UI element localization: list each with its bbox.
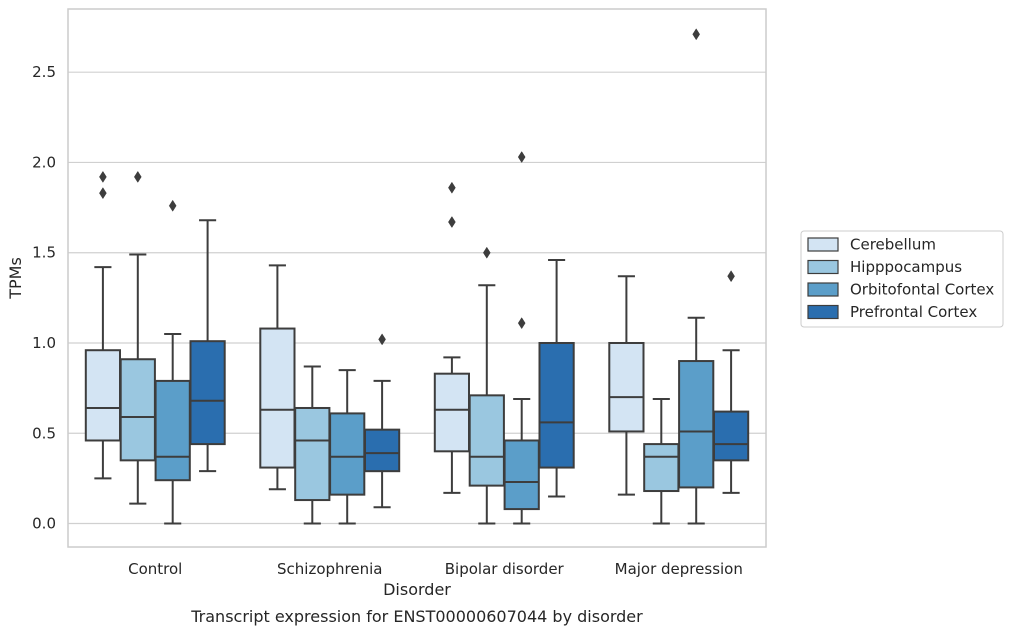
y-tick-label: 1.0 xyxy=(32,334,56,352)
outlier-point xyxy=(168,199,177,212)
box-iqr xyxy=(329,412,366,496)
box-iqr xyxy=(119,358,156,462)
box-iqr xyxy=(84,349,122,442)
legend-label: Cerebellum xyxy=(850,236,936,254)
box-group xyxy=(189,219,226,473)
y-axis-label: TPMs xyxy=(6,257,25,300)
legend-label: Orbitofontal Cortex xyxy=(850,281,994,299)
x-axis-ticks: Control Schizophrenia Bipolar disorder Majo… xyxy=(128,560,743,578)
legend-frame xyxy=(800,230,1004,328)
y-tick-label: 2.0 xyxy=(32,153,56,171)
box-group xyxy=(259,264,296,491)
box-group xyxy=(538,258,575,498)
box-iqr xyxy=(294,406,331,502)
y-tick-label: 2.5 xyxy=(32,63,56,81)
box-iqr xyxy=(643,443,680,493)
x-tick-label: Control xyxy=(128,560,182,578)
x-tick-label: Schizophrenia xyxy=(277,560,382,578)
legend-label: Prefrontal Cortex xyxy=(850,303,977,321)
box-iqr xyxy=(433,372,471,453)
outlier-point xyxy=(692,28,700,41)
y-axis-ticks: 0.0 0.5 1.0 1.5 2.0 2.5 xyxy=(32,63,56,532)
outlier-point xyxy=(483,246,491,259)
box-iqr xyxy=(189,340,226,446)
outlier-point xyxy=(378,333,386,346)
box-group xyxy=(119,170,156,505)
legend-label: Hipppocampus xyxy=(850,258,962,276)
legend-swatch xyxy=(807,282,839,297)
box-iqr xyxy=(468,394,505,487)
legend: Cerebellum Hipppocampus Orbitofontal Corte… xyxy=(800,230,1004,328)
outlier-point xyxy=(99,187,107,200)
legend-swatch xyxy=(807,304,839,320)
outlier-point xyxy=(448,216,456,228)
y-tick-label: 0.5 xyxy=(32,424,56,442)
legend-items: Cerebellum Hipppocampus Orbitofontal Corte… xyxy=(807,236,994,321)
box-group xyxy=(433,181,471,494)
x-axis-label: Disorder xyxy=(383,580,451,599)
boxes-layer xyxy=(84,28,750,525)
box-iqr xyxy=(503,439,540,511)
box-group xyxy=(643,397,680,525)
box-iqr xyxy=(538,341,575,469)
box-iqr xyxy=(678,360,715,489)
box-group xyxy=(678,28,715,525)
box-group xyxy=(503,151,540,525)
box-group xyxy=(84,170,122,480)
plot-area-frame xyxy=(67,8,767,548)
legend-swatch xyxy=(807,259,839,275)
legend-swatch xyxy=(807,237,839,252)
x-tick-label: Bipolar disorder xyxy=(445,560,565,578)
box-group xyxy=(154,199,191,525)
y-tick-label: 0.0 xyxy=(32,515,56,533)
outlier-point xyxy=(517,151,526,164)
box-iqr xyxy=(712,410,750,462)
box-group xyxy=(712,270,750,494)
box-iqr xyxy=(363,428,401,473)
y-tick-label: 1.5 xyxy=(32,244,56,262)
box-iqr xyxy=(154,379,191,482)
outlier-point xyxy=(517,317,526,330)
box-group xyxy=(329,369,366,525)
x-tick-label: Major depression xyxy=(615,560,743,578)
box-group xyxy=(608,275,645,496)
outlier-point xyxy=(134,170,142,183)
outlier-point xyxy=(448,181,456,194)
box-iqr xyxy=(608,341,645,433)
box-iqr xyxy=(259,327,296,469)
box-group xyxy=(363,333,401,509)
outlier-point xyxy=(727,270,735,283)
figure-caption: Transcript expression for ENST0000060704… xyxy=(190,607,643,626)
box-group xyxy=(294,365,331,525)
box-group xyxy=(468,246,505,525)
outlier-point xyxy=(99,170,107,183)
